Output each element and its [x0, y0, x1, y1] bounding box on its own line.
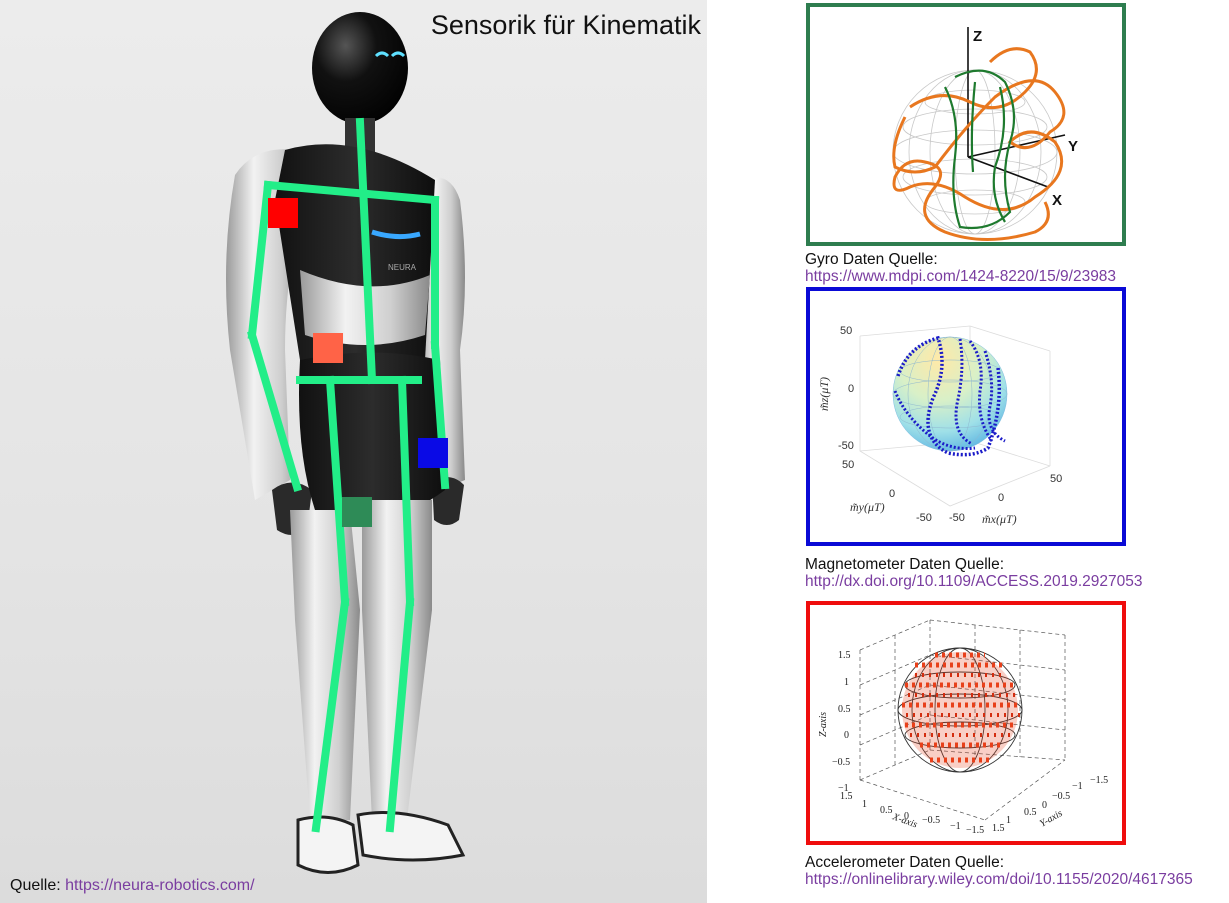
- acc-y-tick-4: 0: [1042, 800, 1047, 811]
- acc-z-tick-5: −0.5: [832, 757, 850, 768]
- mag-z-axis-label: m̃z(μT): [817, 377, 831, 411]
- magnetometer-data-figure: 50 0 -50 m̃z(μT) 50 0 -50 m̃y(μT) -50 0 …: [806, 287, 1126, 546]
- acc-y-tick-7: −1.5: [1090, 775, 1108, 786]
- photo-source-caption: Quelle: https://neura-robotics.com/: [10, 877, 255, 895]
- gyro-trajectory-green: [944, 69, 1016, 230]
- acc-x-tick-5: −0.5: [922, 815, 940, 826]
- acc-z-axis-label: Z-axis: [818, 712, 829, 737]
- mag-y-tick-bottom: -50: [916, 512, 932, 524]
- acc-y-tick-2: 1: [1006, 815, 1011, 826]
- slide-title: Sensorik für Kinematik: [430, 10, 701, 40]
- photo-source-link[interactable]: https://neura-robotics.com/: [65, 877, 255, 894]
- gyro-sphere-wireframe: [892, 69, 1058, 235]
- robot-illustration: NEURA: [226, 12, 466, 874]
- photo-source-label: Quelle:: [10, 877, 61, 894]
- mag-z-tick-top: 50: [840, 325, 852, 337]
- acc-z-tick-6: −1: [838, 783, 849, 794]
- acc-y-tick-5: −0.5: [1052, 791, 1070, 802]
- kinematic-skeleton: [247, 117, 450, 833]
- acc-z-tick-4: 0: [844, 730, 849, 741]
- sensor-marker-wrist: [418, 438, 448, 468]
- acc-y-tick-1: 1.5: [992, 823, 1005, 834]
- accelerometer-source-caption: Accelerometer Daten Quelle: https://onli…: [805, 854, 1193, 888]
- mag-z-tick-bottom: -50: [838, 440, 854, 452]
- mag-y-tick-mid: 0: [889, 488, 895, 500]
- robot-photo-panel: NEURA Sensorik für Kinematik: [0, 0, 707, 903]
- mag-data-points: [893, 335, 1006, 457]
- gyro-data-figure: Z Y X: [806, 3, 1126, 246]
- gyro-source-link[interactable]: https://www.mdpi.com/1424-8220/15/9/2398…: [805, 268, 1117, 285]
- gyro-trajectory-orange: [892, 47, 1066, 241]
- gyro-x-label: X: [1052, 192, 1062, 209]
- mag-y-axis-label: m̃y(μT): [850, 500, 885, 514]
- robot-brand-text: NEURA: [388, 263, 417, 272]
- acc-y-tick-6: −1: [1072, 781, 1083, 792]
- accelerometer-source-label: Accelerometer Daten Quelle:: [805, 854, 1005, 871]
- acc-x-tick-3: 0.5: [880, 805, 893, 816]
- sensor-marker-shoulder: [268, 198, 298, 228]
- sensor-marker-thigh: [342, 497, 372, 527]
- robot-head: [312, 12, 408, 124]
- mag-x-tick-right: 50: [1050, 473, 1062, 485]
- accelerometer-source-link[interactable]: https://onlinelibrary.wiley.com/doi/10.1…: [805, 871, 1193, 888]
- mag-x-tick-mid: 0: [998, 492, 1004, 504]
- acc-z-tick-3: 0.5: [838, 704, 851, 715]
- magnetometer-source-link[interactable]: http://dx.doi.org/10.1109/ACCESS.2019.29…: [805, 573, 1143, 590]
- magnetometer-source-label: Magnetometer Daten Quelle:: [805, 556, 1005, 573]
- gyro-z-label: Z: [973, 28, 982, 45]
- gyro-source-label: Gyro Daten Quelle:: [805, 251, 938, 268]
- sensor-marker-torso: [313, 333, 343, 363]
- acc-y-tick-3: 0.5: [1024, 807, 1037, 818]
- accelerometer-data-figure: 1.5 1 0.5 0 −0.5 −1 Z-axis 1.5 1 0.5 0 −…: [806, 601, 1126, 845]
- magnetometer-source-caption: Magnetometer Daten Quelle: http://dx.doi…: [805, 556, 1143, 590]
- acc-z-tick-2: 1: [844, 677, 849, 688]
- mag-y-tick-top: 50: [842, 459, 854, 471]
- acc-x-tick-1: 1.5: [840, 791, 853, 802]
- acc-x-axis-label: X-axis: [890, 811, 919, 830]
- acc-data-points: [902, 652, 1020, 768]
- gyro-source-caption: Gyro Daten Quelle: https://www.mdpi.com/…: [805, 251, 1116, 285]
- acc-x-tick-2: 1: [862, 799, 867, 810]
- acc-x-tick-4: 0: [904, 811, 909, 822]
- acc-box-grid: [859, 619, 1066, 821]
- acc-z-tick-1: 1.5: [838, 650, 851, 661]
- mag-z-tick-mid: 0: [848, 383, 854, 395]
- mag-x-axis-label: m̃x(μT): [982, 512, 1017, 526]
- acc-y-axis-label: Y-axis: [1038, 808, 1065, 830]
- acc-x-tick-7: −1.5: [966, 825, 984, 836]
- mag-x-tick-left: -50: [949, 512, 965, 524]
- acc-x-tick-6: −1: [950, 821, 961, 832]
- gyro-y-label: Y: [1068, 138, 1078, 155]
